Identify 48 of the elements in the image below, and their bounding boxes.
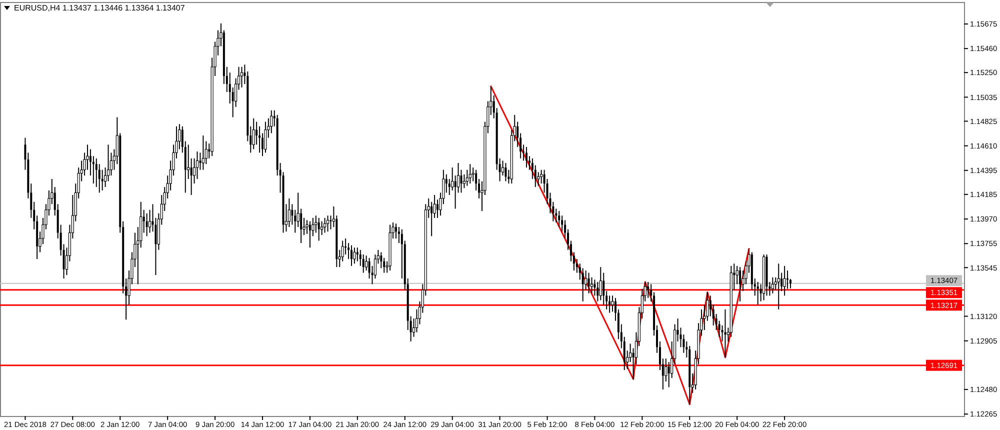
candlestick [270, 110, 273, 134]
candlestick [739, 266, 742, 302]
candlestick [146, 212, 148, 237]
candlestick [668, 362, 670, 388]
candlestick [777, 263, 780, 310]
chart-title: EURUSD,H4 1.13437 1.13446 1.13364 1.13407 [14, 4, 186, 12]
candlestick [350, 244, 352, 266]
candlestick [326, 215, 330, 232]
candlestick [323, 217, 326, 234]
candlestick [196, 151, 199, 180]
candlestick [202, 135, 204, 170]
candlestick [588, 272, 590, 294]
candlestick [306, 220, 308, 234]
candlestick [240, 66, 244, 88]
candlestick [582, 268, 584, 302]
candlestick [330, 215, 332, 230]
candlestick [468, 164, 472, 184]
candlestick [590, 276, 594, 294]
candlestick [308, 220, 311, 248]
candlestick [199, 152, 202, 170]
candlestick [288, 198, 290, 228]
candlestick [448, 178, 450, 196]
candlestick [362, 254, 364, 274]
candlestick [356, 247, 358, 262]
candlestick [353, 247, 356, 264]
candlestick [756, 281, 759, 306]
candlestick [380, 252, 382, 269]
candlestick [525, 146, 528, 168]
candlestick [462, 174, 466, 189]
candlestick [252, 118, 255, 150]
candlestick [608, 295, 611, 314]
candlestick [647, 281, 650, 298]
candlestick [264, 121, 267, 154]
candlestick [430, 201, 433, 237]
candlestick [602, 272, 605, 306]
candlestick [318, 217, 320, 242]
candlestick [258, 126, 261, 154]
candlestick [302, 217, 306, 236]
candlestick [783, 265, 786, 296]
candlestick [394, 223, 397, 239]
candlestick [599, 266, 602, 301]
candlestick [436, 199, 439, 218]
candlestick [320, 220, 324, 236]
candlestick [558, 210, 560, 228]
candlestick [454, 175, 456, 210]
candlestick [771, 276, 774, 294]
candlestick [504, 162, 507, 182]
candlestick [596, 281, 599, 302]
